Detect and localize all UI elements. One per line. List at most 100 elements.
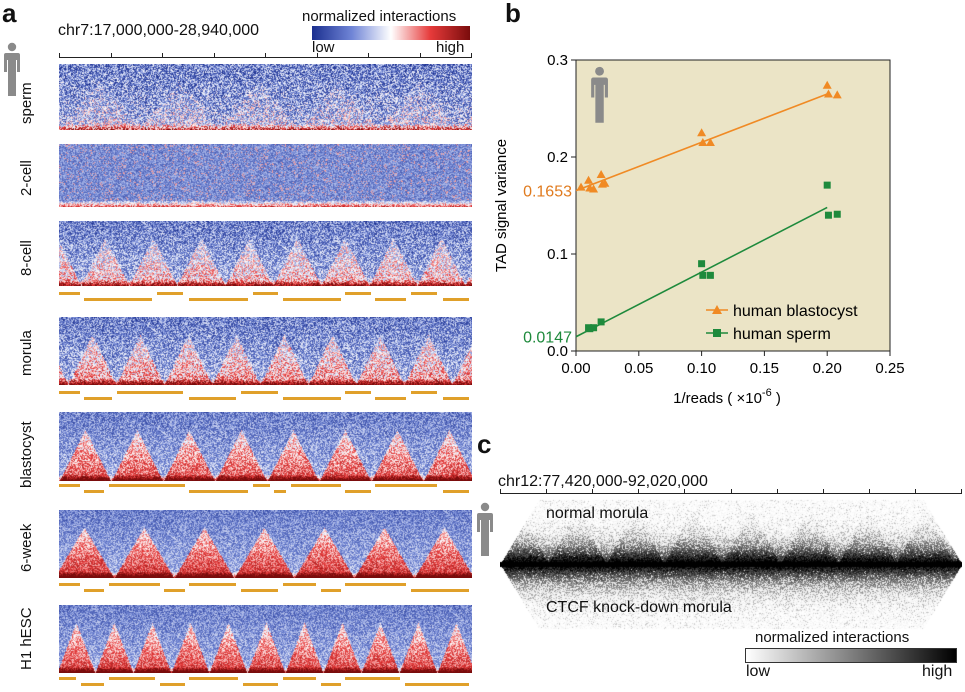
y-tick-label: 0.0 <box>547 343 568 360</box>
data-point <box>698 260 706 268</box>
tad-bar <box>84 589 104 592</box>
data-point <box>823 89 833 98</box>
data-point <box>584 175 594 184</box>
panel-c-letter: c <box>477 429 492 459</box>
ruler-tick <box>961 489 962 494</box>
x-axis-label: 1/reads ( ×10-6 ) <box>673 387 781 407</box>
tad-bar <box>291 484 341 487</box>
x-axis-label-exponent: -6 <box>762 387 772 399</box>
panel-a-colorbar-low: low <box>312 39 335 56</box>
tad-bar <box>274 490 286 493</box>
tad-bar <box>109 484 185 487</box>
tad-bar <box>117 391 183 394</box>
ruler-tick <box>59 53 60 58</box>
panel-a-letter: a <box>2 0 17 28</box>
tad-bar <box>345 677 400 680</box>
x-tick-label: 0.25 <box>875 360 904 377</box>
tad-bar <box>59 292 80 295</box>
data-point <box>699 271 707 279</box>
data-point <box>824 211 832 219</box>
tad-bar <box>283 677 316 680</box>
tad-bar <box>405 683 469 686</box>
ruler-tick <box>731 489 732 494</box>
ruler-tick <box>162 53 163 58</box>
data-point <box>697 128 707 137</box>
panel-c-colorbar-low: low <box>746 663 771 680</box>
y-tick-label: 0.2 <box>547 149 568 166</box>
tad-bar <box>243 683 278 686</box>
x-tick-label: 0.05 <box>624 360 653 377</box>
tad-variance-chart: 0.00 0.05 0.10 0.15 0.20 0.25 0.0 0.1 0.2 0.3 1/re… <box>493 52 905 407</box>
tad-bar <box>189 490 248 493</box>
tad-bar <box>345 391 371 394</box>
tad-bar <box>189 677 238 680</box>
tad-bar <box>375 298 406 301</box>
tad-bar <box>84 397 112 400</box>
ruler-tick <box>546 489 547 494</box>
x-axis-label-close: ) <box>772 390 781 407</box>
heatmap-morula <box>59 317 472 385</box>
ruler-tick <box>420 53 421 58</box>
ruler-tick <box>214 53 215 58</box>
tad-bar <box>189 583 236 586</box>
heatmap-8cell <box>59 221 472 286</box>
panel-a-colorbar-title: normalized interactions <box>302 8 457 25</box>
legend-marker <box>712 305 722 314</box>
tad-bar <box>411 292 437 295</box>
tad-bar <box>59 583 80 586</box>
legend-marker <box>713 329 721 337</box>
tad-bar <box>241 391 278 394</box>
tad-bar <box>411 391 437 394</box>
data-point <box>833 210 841 218</box>
ruler-tick <box>777 489 778 494</box>
tad-bar <box>189 397 236 400</box>
tad-bar <box>84 298 152 301</box>
x-tick-label: 0.15 <box>750 360 779 377</box>
ruler-tick <box>500 489 501 494</box>
ruler-tick <box>265 53 266 58</box>
data-point <box>589 184 599 193</box>
ruler-tick <box>592 489 593 494</box>
tad-bar <box>283 583 316 586</box>
intercept-label: 0.0147 <box>523 330 572 347</box>
legend-label: human sperm <box>733 326 831 343</box>
tad-bar <box>253 484 270 487</box>
data-point <box>576 182 586 191</box>
y-tick-label: 0.1 <box>547 246 568 263</box>
tad-bar <box>345 583 406 586</box>
data-point <box>597 318 605 326</box>
tad-bar <box>321 589 341 592</box>
tad-bar <box>283 397 341 400</box>
heatmap-blastocyst <box>59 412 472 481</box>
heatmap-sperm <box>59 64 472 130</box>
tad-bar <box>189 298 248 301</box>
tad-bar <box>443 298 469 301</box>
human-silhouette-icon <box>591 66 608 123</box>
tad-bar <box>59 484 80 487</box>
tad-bar <box>443 490 469 493</box>
panel-c-top-label: normal morula <box>546 505 649 522</box>
data-point <box>706 271 714 279</box>
tad-bar <box>59 391 80 394</box>
heatmap-6week <box>59 510 472 578</box>
heatmap-h1hesc <box>59 605 472 673</box>
data-point <box>590 324 598 332</box>
tad-bar <box>241 589 278 592</box>
data-point <box>823 181 831 189</box>
tad-bar <box>59 677 76 680</box>
tad-bar <box>345 292 371 295</box>
panel-a-colorbar <box>312 26 470 40</box>
data-point <box>698 137 708 146</box>
x-tick-label: 0.00 <box>561 360 590 377</box>
human-silhouette-icon <box>477 502 493 556</box>
panel-c-colorbar-title: normalized interactions <box>755 629 910 646</box>
tad-bar <box>109 677 155 680</box>
tad-bar <box>345 490 371 493</box>
x-tick-label: 0.10 <box>687 360 716 377</box>
tad-bar <box>375 397 406 400</box>
data-point <box>600 178 610 187</box>
tad-bar <box>84 490 104 493</box>
tad-bar <box>375 484 437 487</box>
tad-bar <box>443 397 469 400</box>
tad-bar <box>81 683 104 686</box>
